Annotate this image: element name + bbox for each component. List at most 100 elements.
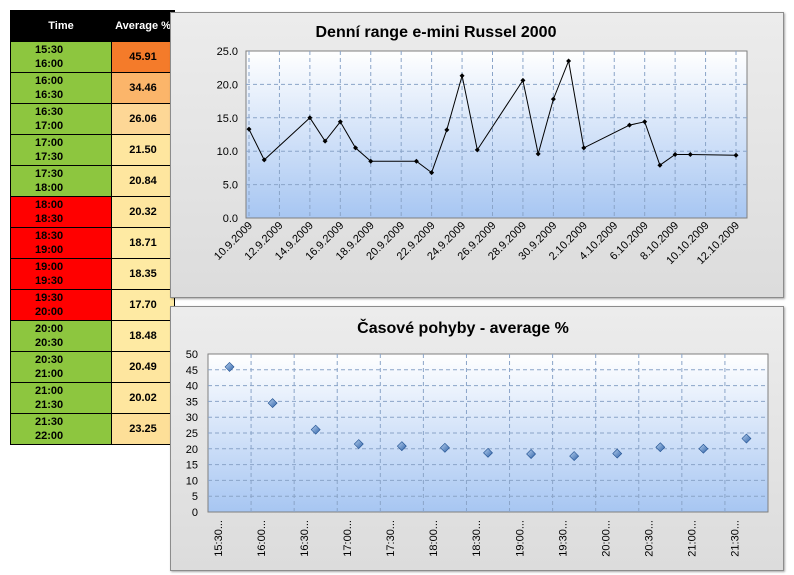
chart2-x-tick-label: 19:30... (557, 520, 569, 557)
time-start: 20:30 (35, 354, 64, 366)
average-cell: 20.49 (111, 351, 175, 383)
table-row: 17:00 17:30 21.50 (10, 134, 175, 166)
chart1-data-point (246, 126, 252, 132)
average-cell: 20.32 (111, 196, 175, 228)
time-end: 17:30 (35, 151, 64, 163)
time-end: 21:00 (35, 368, 64, 380)
chart2-x-axis: 15:30... 16:00... 16:30... 17:00... 17:30...… (213, 520, 742, 557)
chart2-x-tick-label: 17:30... (385, 520, 397, 557)
time-cell: 16:00 16:30 (10, 72, 112, 104)
chart2-gridlines (208, 354, 768, 512)
chart2-data-point (310, 424, 321, 435)
table-row: 18:30 19:00 18.71 (10, 227, 175, 259)
chart1-data-point (413, 158, 419, 164)
time-moves-chart-panel: Časové pohyby - average % 0 5 10 15 20 25 30 35… (170, 306, 784, 571)
chart1-data-point (657, 162, 663, 168)
time-end: 20:00 (35, 306, 64, 318)
chart1-data-point (581, 145, 587, 151)
table-row: 17:30 18:00 20.84 (10, 165, 175, 197)
chart1-data-point (535, 151, 541, 157)
time-moves-chart: Časové pohyby - average % 0 5 10 15 20 25 30 35… (186, 318, 769, 557)
chart2-data-point (267, 398, 278, 409)
chart2-x-tick-label: 20:00... (600, 520, 612, 557)
chart1-y-tick-label: 5.0 (223, 180, 238, 192)
time-cell: 19:30 20:00 (10, 289, 112, 321)
average-cell: 18.71 (111, 227, 175, 259)
time-start: 20:00 (35, 323, 64, 335)
chart2-x-tick-label: 21:00... (687, 520, 699, 557)
time-start: 19:30 (35, 292, 64, 304)
chart1-data-point (672, 152, 678, 158)
chart1-data-point (368, 158, 374, 164)
average-cell: 34.46 (111, 72, 175, 104)
chart1-data-point (261, 157, 267, 163)
chart1-y-tick-label: 10.0 (217, 146, 238, 158)
average-cell: 17.70 (111, 289, 175, 321)
chart2-x-tick-label: 17:00... (342, 520, 354, 557)
chart1-y-tick-label: 0.0 (223, 213, 238, 225)
chart1-y-tick-label: 15.0 (217, 113, 238, 125)
chart1-y-tick-label: 25.0 (217, 46, 238, 58)
time-cell: 16:30 17:00 (10, 103, 112, 135)
table-row: 19:00 19:30 18.35 (10, 258, 175, 290)
chart1-data-point (353, 145, 359, 151)
chart2-data-point (353, 439, 364, 449)
chart2-y-axis: 0 5 10 15 20 25 30 35 40 45 50 (186, 349, 198, 519)
time-start: 21:30 (35, 416, 64, 428)
table-row: 18:00 18:30 20.32 (10, 196, 175, 228)
chart2-y-tick-label: 15 (186, 460, 198, 472)
daily-range-chart-panel: Denní range e-mini Russel 2000 0.0 5.0 10.… (170, 12, 784, 298)
chart2-data-point (224, 362, 235, 372)
chart1-data-point (687, 152, 693, 158)
chart1-y-axis: 0.0 5.0 10.0 15.0 20.0 25.0 (217, 46, 238, 225)
time-cell: 17:00 17:30 (10, 134, 112, 166)
daily-range-chart: Denní range e-mini Russel 2000 0.0 5.0 10.… (212, 24, 748, 267)
chart2-data-point (526, 449, 537, 459)
chart1-data-point (550, 96, 556, 102)
chart2-y-tick-label: 40 (186, 381, 198, 393)
average-cell: 18.48 (111, 320, 175, 352)
time-end: 16:00 (35, 58, 64, 70)
chart1-data-point (429, 170, 435, 176)
header-time: Time (10, 10, 112, 42)
average-cell: 18.35 (111, 258, 175, 290)
chart1-data-point (444, 127, 450, 133)
time-end: 19:30 (35, 275, 64, 287)
chart2-data-point (569, 451, 580, 461)
chart2-data-point (612, 448, 623, 459)
chart1-data-point (642, 119, 648, 125)
chart2-x-tick-label: 18:30... (471, 520, 483, 557)
chart2-y-tick-label: 50 (186, 349, 198, 361)
chart2-data-point (741, 433, 752, 444)
time-start: 16:00 (35, 75, 64, 87)
chart2-x-tick-label: 16:00... (256, 520, 268, 557)
chart1-data-point (733, 152, 739, 158)
average-cell: 21.50 (111, 134, 175, 166)
time-cell: 20:00 20:30 (10, 320, 112, 352)
table-body: 15:30 16:00 45.91 16:00 16:30 34.46 16:30 17:00… (10, 41, 175, 445)
chart1-data-point (474, 147, 480, 153)
time-end: 20:30 (35, 337, 64, 349)
table-row: 20:30 21:00 20.49 (10, 351, 175, 383)
chart2-data-point (698, 443, 709, 454)
chart2-data-point (483, 447, 493, 458)
average-cell: 23.25 (111, 413, 175, 445)
chart1-data-point (520, 77, 526, 83)
chart1-data-point (307, 115, 313, 121)
time-end: 16:30 (35, 89, 64, 101)
chart2-data-point (655, 442, 666, 453)
time-cell: 17:30 18:00 (10, 165, 112, 197)
chart2-title: Časové pohyby - average % (357, 318, 569, 337)
average-cell: 26.06 (111, 103, 175, 135)
chart2-y-tick-label: 20 (186, 444, 198, 456)
table-row: 15:30 16:00 45.91 (10, 41, 175, 73)
table-row: 21:30 22:00 23.25 (10, 413, 175, 445)
chart2-y-tick-label: 25 (186, 428, 198, 440)
chart2-y-tick-label: 30 (186, 412, 198, 424)
chart2-y-tick-label: 35 (186, 396, 198, 408)
chart1-data-point (337, 119, 343, 125)
time-start: 16:30 (35, 106, 64, 118)
time-average-table: Time Average % 15:30 16:00 45.91 16:00 16:30… (10, 10, 175, 445)
time-end: 18:30 (35, 213, 64, 225)
table-row: 20:00 20:30 18.48 (10, 320, 175, 352)
